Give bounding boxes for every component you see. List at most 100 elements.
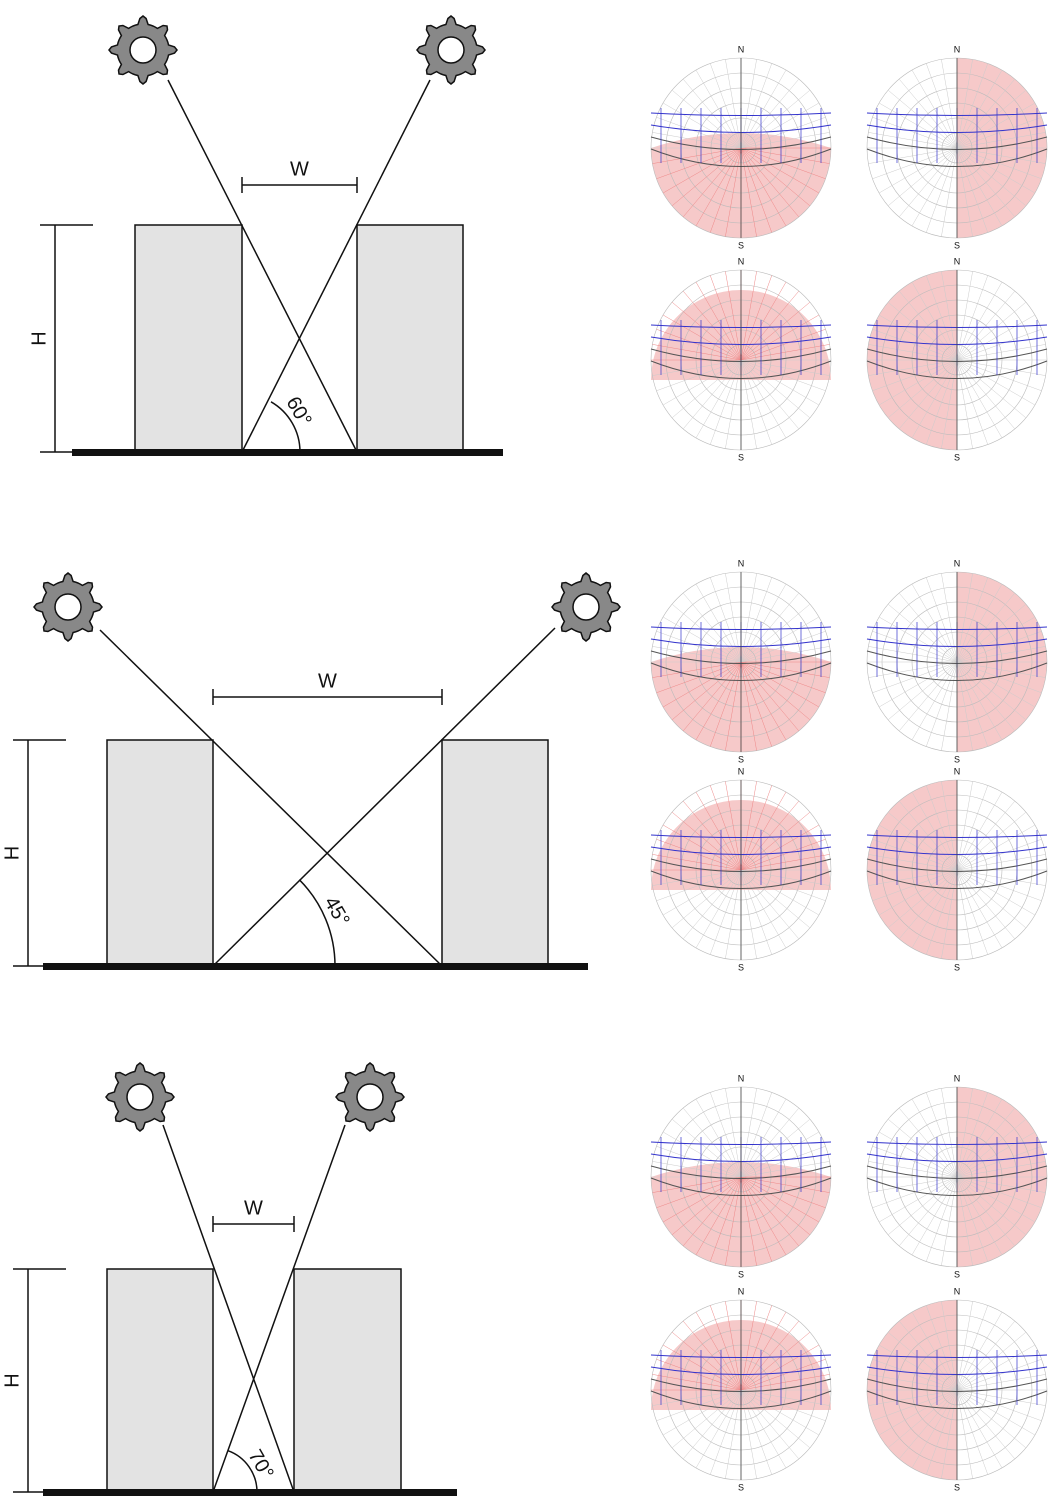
azimuth-line <box>740 854 830 871</box>
north-label: N <box>954 44 961 54</box>
azimuth-line <box>925 661 958 747</box>
azimuth-line <box>740 147 787 227</box>
azimuth-line <box>740 661 787 741</box>
azimuth-line <box>709 63 742 149</box>
height-label: H <box>1 846 23 860</box>
azimuth-line <box>671 89 742 149</box>
azimuth-line <box>878 824 958 871</box>
angle-arc <box>298 879 336 967</box>
azimuth-line <box>956 630 1042 663</box>
azimuth-line <box>956 290 1016 361</box>
angle-label: 45° <box>320 893 354 930</box>
azimuth-line <box>898 78 958 149</box>
azimuth-line <box>956 132 1046 149</box>
azimuth-line <box>941 869 958 959</box>
azimuth-line <box>709 785 742 871</box>
south-label: S <box>738 1482 744 1492</box>
azimuth-line <box>740 1320 800 1391</box>
azimuth-line <box>898 1176 958 1247</box>
width-label: W <box>290 158 309 180</box>
azimuth-line <box>709 1176 742 1262</box>
south-label: S <box>738 754 744 764</box>
azimuth-line <box>872 147 958 180</box>
azimuth-line <box>652 1161 742 1178</box>
north-label: N <box>738 1073 745 1083</box>
azimuth-line <box>740 869 830 886</box>
azimuth-line <box>872 630 958 663</box>
azimuth-line <box>656 359 742 392</box>
azimuth-line <box>671 1176 742 1236</box>
azimuth-line <box>941 781 958 871</box>
azimuth-line <box>725 1088 742 1178</box>
azimuth-line <box>956 1161 1046 1178</box>
azimuth-line <box>652 147 742 164</box>
azimuth-line <box>925 1092 958 1178</box>
north-label: N <box>954 558 961 568</box>
azimuth-line <box>956 102 1036 149</box>
azimuth-line <box>740 1145 826 1178</box>
building <box>134 224 243 453</box>
azimuth-line <box>740 661 757 751</box>
azimuth-line <box>740 147 757 237</box>
building <box>293 1268 402 1493</box>
azimuth-line <box>725 869 742 959</box>
azimuth-line <box>956 869 1036 916</box>
azimuth-line <box>878 1131 958 1178</box>
azimuth-line <box>740 1389 811 1449</box>
azimuth-line <box>956 1176 989 1262</box>
azimuth-line <box>911 69 958 149</box>
azimuth-line <box>740 116 826 149</box>
width-label: W <box>318 670 337 692</box>
azimuth-line <box>740 869 820 916</box>
azimuth-line <box>740 359 800 430</box>
azimuth-line <box>740 89 811 149</box>
sun-ray <box>241 79 431 453</box>
azimuth-line <box>941 271 958 361</box>
azimuth-line <box>956 328 1042 361</box>
azimuth-line <box>956 1311 1003 1391</box>
azimuth-line <box>740 69 787 149</box>
sun-path-chart: NS <box>650 558 832 764</box>
azimuth-line <box>682 592 742 663</box>
azimuth-line <box>740 661 830 678</box>
azimuth-line <box>656 328 742 361</box>
azimuth-line <box>911 1311 958 1391</box>
azimuth-line <box>662 1389 742 1436</box>
height-label: H <box>1 1373 23 1387</box>
azimuth-line <box>868 646 958 663</box>
azimuth-line <box>740 1311 787 1391</box>
azimuth-line <box>671 359 742 419</box>
azimuth-line <box>941 1088 958 1178</box>
azimuth-line <box>956 1374 1046 1391</box>
azimuth-line <box>956 1344 1036 1391</box>
azimuth-line <box>740 1301 757 1391</box>
azimuth-line <box>872 661 958 694</box>
azimuth-line <box>740 1176 820 1223</box>
azimuth-line <box>898 147 958 218</box>
azimuth-line <box>887 89 958 149</box>
azimuth-line <box>740 1118 811 1178</box>
sun-path-chart: NS <box>650 1286 832 1492</box>
azimuth-line <box>911 359 958 439</box>
azimuth-line <box>956 824 1036 871</box>
azimuth-line <box>956 1131 1036 1178</box>
azimuth-line <box>740 147 820 194</box>
azimuth-line <box>682 661 742 732</box>
azimuth-line <box>740 577 773 663</box>
building <box>106 739 214 967</box>
azimuth-line <box>725 1389 742 1479</box>
azimuth-line <box>956 1092 989 1178</box>
azimuth-line <box>740 147 800 218</box>
azimuth-line <box>925 63 958 149</box>
azimuth-line <box>652 132 742 149</box>
azimuth-line <box>740 661 773 747</box>
azimuth-line <box>671 811 742 871</box>
azimuth-line <box>941 1301 958 1391</box>
azimuth-line <box>956 1176 1046 1193</box>
azimuth-line <box>740 78 800 149</box>
azimuth-line <box>740 359 757 449</box>
azimuth-line <box>652 661 742 678</box>
azimuth-line <box>872 1145 958 1178</box>
azimuth-line <box>725 781 742 871</box>
